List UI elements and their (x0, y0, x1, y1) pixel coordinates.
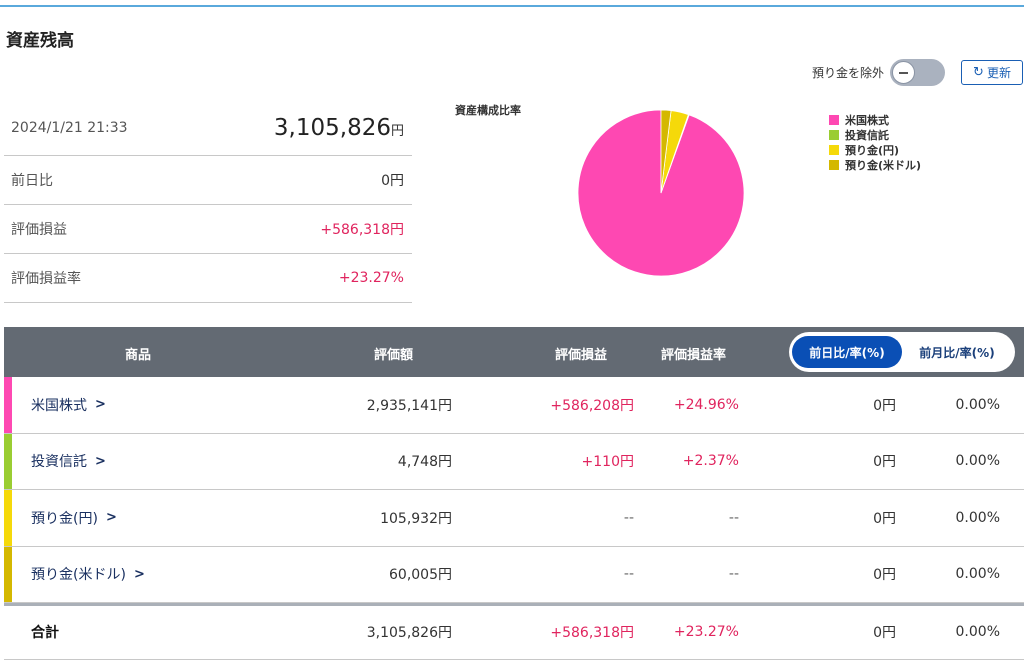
exclude-deposit-toggle[interactable] (890, 59, 945, 86)
total-pl: +586,318円 (550, 625, 634, 642)
total-value: 3,105,826円 (366, 625, 452, 642)
chevron-right-icon: > (95, 397, 106, 413)
row-value: 4,748円 (397, 454, 452, 471)
total-pl-rate: +23.27% (673, 624, 739, 641)
legend-swatch (829, 159, 839, 170)
row-product-link[interactable]: 米国株式 > (31, 397, 106, 414)
summary-total: 3,105,826円 (273, 114, 404, 141)
legend-item: 預り金(円) (829, 142, 921, 157)
header-value: 評価額 (374, 348, 414, 363)
summary-value: +23.27% (338, 270, 404, 286)
row-value: 60,005円 (389, 567, 452, 584)
row-pl-rate: -- (728, 566, 739, 583)
legend-swatch (829, 129, 839, 140)
allocation-pie-chart (577, 109, 745, 277)
table-header: 商品 評価額 評価損益 評価損益率 前日比/率(%) 前月比/率(%) (4, 327, 1024, 377)
period-toggle: 前日比/率(%) 前月比/率(%) (789, 332, 1015, 372)
row-pl-rate: +24.96% (673, 396, 739, 413)
table-row: 預り金(米ドル) > 60,005円 -- -- 0円 0.00% (4, 546, 1024, 603)
row-color-bar (4, 433, 12, 489)
summary-label: 評価損益 (11, 222, 67, 238)
refresh-button[interactable]: ↻ 更新 (961, 60, 1023, 85)
legend-swatch (829, 144, 839, 155)
tab-month-change[interactable]: 前月比/率(%) (902, 336, 1012, 368)
row-color-bar (4, 546, 12, 602)
row-pl: -- (623, 509, 634, 526)
chart-title: 資産構成比率 (455, 104, 521, 117)
summary-pl-rate-row: 評価損益率 +23.27% (4, 254, 412, 303)
row-day-change-rate: 0.00% (955, 453, 1000, 470)
row-day-change-rate: 0.00% (955, 396, 1000, 413)
legend-item: 米国株式 (829, 112, 921, 127)
summary-label: 評価損益率 (11, 271, 81, 287)
row-color-bar (4, 377, 12, 433)
exclude-deposit-label: 預り金を除外 (812, 66, 885, 80)
toggle-knob (892, 61, 915, 84)
row-day-change: 0円 (873, 510, 896, 527)
row-product-link[interactable]: 預り金(円) > (31, 510, 117, 527)
summary-pl-row: 評価損益 +586,318円 (4, 205, 412, 254)
row-value: 105,932円 (380, 510, 452, 527)
row-pl: -- (623, 566, 634, 583)
chevron-right-icon: > (105, 510, 117, 526)
row-product-link[interactable]: 預り金(米ドル) > (31, 566, 145, 584)
row-pl-rate: -- (728, 509, 739, 526)
summary-value: 0円 (381, 173, 404, 189)
row-pl: +586,208円 (550, 397, 634, 414)
row-day-change-rate: 0.00% (955, 509, 1000, 526)
tab-day-change[interactable]: 前日比/率(%) (792, 336, 902, 368)
summary-panel: 2024/1/21 21:33 3,105,826円 前日比 0円 評価損益 +… (4, 100, 412, 303)
refresh-label: 更新 (986, 66, 1011, 80)
header-pl: 評価損益 (555, 348, 608, 363)
summary-value: +586,318円 (320, 222, 404, 238)
row-day-change-rate: 0.00% (955, 566, 1000, 583)
legend-item: 投資信託 (829, 127, 921, 142)
total-label: 合計 (31, 625, 59, 642)
chevron-right-icon: > (95, 453, 106, 469)
total-day-change-rate: 0.00% (955, 624, 1000, 641)
row-pl-rate: +2.37% (682, 453, 739, 470)
refresh-icon: ↻ (973, 65, 984, 80)
table-row: 投資信託 > 4,748円 +110円 +2.37% 0円 0.00% (4, 433, 1024, 490)
row-day-change: 0円 (873, 567, 896, 584)
legend-swatch (829, 114, 839, 125)
table-row: 米国株式 > 2,935,141円 +586,208円 +24.96% 0円 0.… (4, 377, 1024, 434)
summary-date: 2024/1/21 21:33 (11, 119, 128, 136)
top-divider (0, 5, 1024, 7)
total-day-change: 0円 (873, 625, 896, 642)
pie-slice-3[interactable] (660, 109, 672, 194)
chevron-right-icon: > (133, 566, 145, 582)
row-color-bar (4, 490, 12, 546)
summary-label: 前日比 (11, 173, 53, 189)
row-pl: +110円 (581, 454, 634, 471)
summary-day-change-row: 前日比 0円 (4, 156, 412, 205)
legend-item: 預り金(米ドル) (829, 157, 921, 172)
summary-total-row: 2024/1/21 21:33 3,105,826円 (4, 100, 412, 156)
row-day-change: 0円 (873, 454, 896, 471)
chart-legend: 米国株式 投資信託 預り金(円) 預り金(米ドル) (829, 112, 921, 172)
header-pl-rate: 評価損益率 (661, 348, 727, 363)
table-row: 預り金(円) > 105,932円 -- -- 0円 0.00% (4, 490, 1024, 547)
holdings-table: 商品 評価額 評価損益 評価損益率 前日比/率(%) 前月比/率(%) 米国株式… (4, 327, 1024, 660)
header-product: 商品 (125, 348, 152, 363)
page-title: 資産残高 (6, 31, 74, 51)
row-day-change: 0円 (873, 397, 896, 414)
table-total-row: 合計 3,105,826円 +586,318円 +23.27% 0円 0.00% (4, 603, 1024, 660)
row-product-link[interactable]: 投資信託 > (31, 453, 106, 471)
row-value: 2,935,141円 (366, 397, 452, 414)
